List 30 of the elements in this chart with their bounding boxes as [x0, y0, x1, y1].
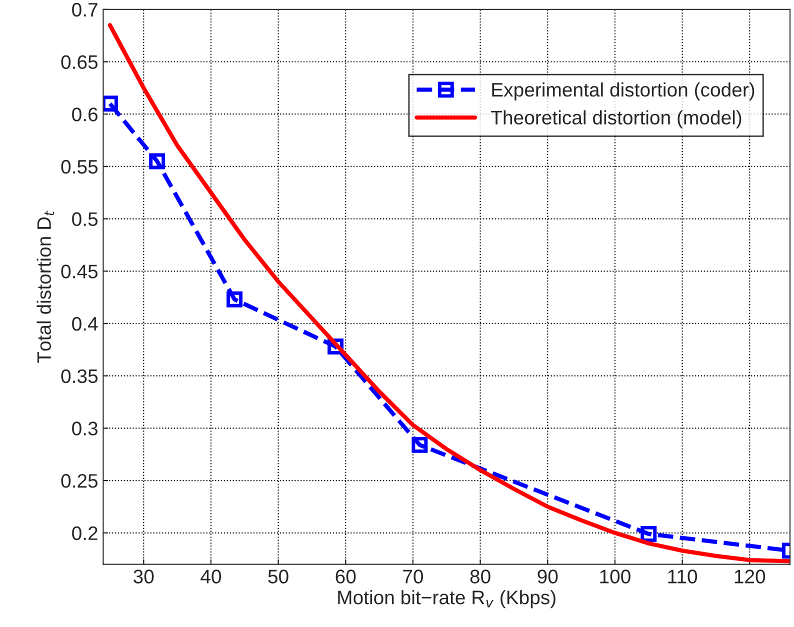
y-tick-label: 0.7: [72, 2, 98, 17]
y-tick-label: 0.2: [72, 526, 98, 540]
point: [412, 436, 428, 453]
x-tick-label: 100: [600, 570, 630, 584]
point: [149, 153, 166, 170]
point: [103, 96, 118, 112]
legend-label: Theoretical distortion (model): [491, 110, 742, 128]
x-tick-label: 90: [538, 570, 558, 584]
y-tick-label: 0.45: [61, 264, 98, 278]
x-tick-label: 60: [336, 570, 356, 584]
y-tick-label: 0.4: [72, 316, 98, 331]
x-axis-title: Motion bit−rate R$_{v}$ (Kbps): [338, 590, 556, 608]
y-tick-label: 0.5: [72, 212, 98, 226]
x-tick-label: 120: [734, 570, 766, 584]
y-tick-label: 0.35: [61, 369, 98, 384]
y-tick-label: 0.6: [72, 108, 98, 122]
x-tick-label: 70: [403, 570, 424, 584]
x-tick-label: 50: [268, 570, 288, 584]
y-tick-label: 0.55: [61, 160, 98, 174]
x-tick-label: 110: [668, 570, 698, 584]
x-tick-label: 40: [200, 570, 222, 584]
point: [226, 291, 243, 308]
y-tick-label: 0.25: [61, 474, 98, 488]
x-tick-label: 80: [470, 570, 490, 584]
point: [640, 526, 657, 542]
y-axis-title: Total distortion D$_{t}$: [36, 210, 54, 363]
y-tick-label: 0.65: [61, 55, 98, 69]
legend-label: Experimental distortion (coder): [492, 82, 754, 101]
y-tick-label: 0.3: [72, 422, 98, 436]
x-tick-label: 30: [134, 570, 154, 584]
